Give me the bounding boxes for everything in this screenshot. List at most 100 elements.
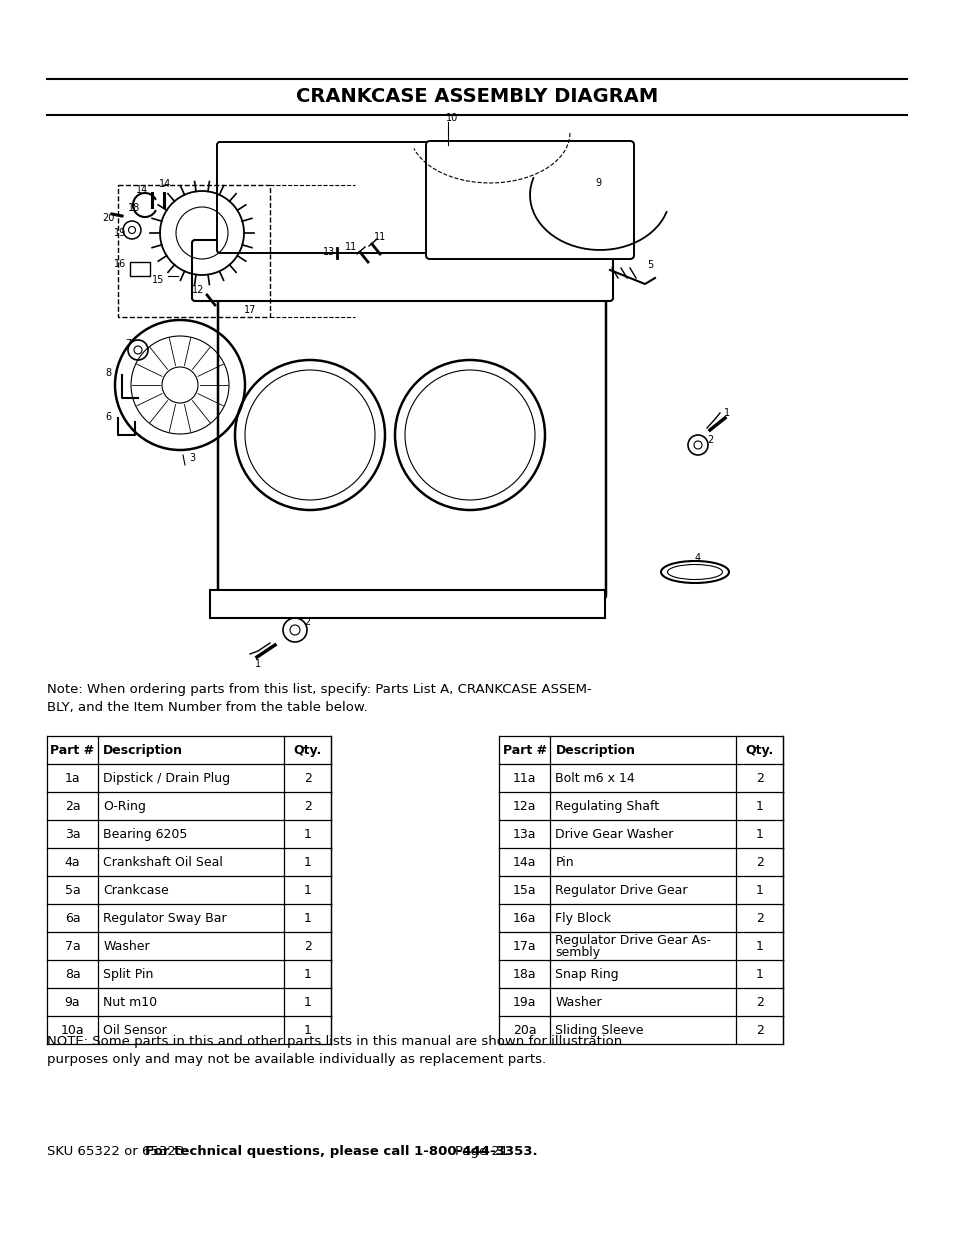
Text: Drive Gear Washer: Drive Gear Washer xyxy=(555,827,673,841)
Text: 1: 1 xyxy=(755,799,763,813)
Text: Crankshaft Oil Seal: Crankshaft Oil Seal xyxy=(103,856,223,868)
Text: 12: 12 xyxy=(192,285,204,295)
Text: 2: 2 xyxy=(303,799,312,813)
Bar xyxy=(130,262,150,275)
Text: For technical questions, please call 1-800-444-3353.: For technical questions, please call 1-8… xyxy=(145,1145,537,1157)
Text: 2a: 2a xyxy=(65,799,80,813)
Text: 9a: 9a xyxy=(65,995,80,1009)
Text: CRANKCASE ASSEMBLY DIAGRAM: CRANKCASE ASSEMBLY DIAGRAM xyxy=(295,88,658,106)
Text: Dipstick / Drain Plug: Dipstick / Drain Plug xyxy=(103,772,230,784)
Text: 2: 2 xyxy=(755,1024,763,1037)
Text: Qty.: Qty. xyxy=(745,743,773,757)
Text: 4a: 4a xyxy=(65,856,80,868)
Text: Oil Sensor: Oil Sensor xyxy=(103,1024,167,1037)
Bar xyxy=(210,590,604,618)
Text: Note: When ordering parts from this list, specify: Parts List A, CRANKCASE ASSEM: Note: When ordering parts from this list… xyxy=(47,683,591,697)
Text: Pin: Pin xyxy=(555,856,574,868)
Text: 10: 10 xyxy=(445,112,457,124)
Text: 7: 7 xyxy=(125,338,131,350)
Text: 1: 1 xyxy=(755,968,763,981)
Text: 1: 1 xyxy=(723,408,729,417)
Text: 18: 18 xyxy=(128,203,140,212)
Text: Bolt m6 x 14: Bolt m6 x 14 xyxy=(555,772,635,784)
FancyBboxPatch shape xyxy=(192,240,613,301)
Text: 2: 2 xyxy=(304,618,310,627)
Text: 1: 1 xyxy=(303,1024,312,1037)
Text: Crankcase: Crankcase xyxy=(103,884,169,897)
Text: 14a: 14a xyxy=(513,856,536,868)
Text: 15: 15 xyxy=(152,275,164,285)
FancyBboxPatch shape xyxy=(216,142,462,253)
Text: 1: 1 xyxy=(303,856,312,868)
Text: 16a: 16a xyxy=(513,911,536,925)
Text: 4: 4 xyxy=(694,553,700,563)
Text: Bearing 6205: Bearing 6205 xyxy=(103,827,188,841)
Text: NOTE: Some parts in this and other parts lists in this manual are shown for illu: NOTE: Some parts in this and other parts… xyxy=(47,1035,621,1049)
Text: 1: 1 xyxy=(303,911,312,925)
Text: Page 21: Page 21 xyxy=(438,1145,508,1157)
Text: Regulator Sway Bar: Regulator Sway Bar xyxy=(103,911,227,925)
Bar xyxy=(118,185,270,317)
Text: Washer: Washer xyxy=(103,940,150,953)
Text: 2: 2 xyxy=(303,940,312,953)
Text: 1: 1 xyxy=(755,884,763,897)
Text: 20: 20 xyxy=(102,212,114,224)
Text: 6a: 6a xyxy=(65,911,80,925)
Text: 15a: 15a xyxy=(513,884,536,897)
Text: 3a: 3a xyxy=(65,827,80,841)
Text: Regulating Shaft: Regulating Shaft xyxy=(555,799,659,813)
Text: 10a: 10a xyxy=(61,1024,84,1037)
Text: Qty.: Qty. xyxy=(294,743,321,757)
Text: Regulator Drive Gear: Regulator Drive Gear xyxy=(555,884,687,897)
Text: 8: 8 xyxy=(105,368,111,378)
Text: 17: 17 xyxy=(244,305,256,315)
Text: 17a: 17a xyxy=(513,940,536,953)
Text: 2: 2 xyxy=(755,772,763,784)
Text: 19: 19 xyxy=(113,228,126,238)
Text: SKU 65322 or 65323: SKU 65322 or 65323 xyxy=(47,1145,188,1157)
Text: 11: 11 xyxy=(345,242,356,252)
Text: 13: 13 xyxy=(322,247,335,257)
Text: 1: 1 xyxy=(303,884,312,897)
Text: Regulator Drive Gear As-: Regulator Drive Gear As- xyxy=(555,934,711,947)
Text: 11: 11 xyxy=(374,232,386,242)
Text: 2: 2 xyxy=(755,911,763,925)
Text: 20a: 20a xyxy=(513,1024,536,1037)
Text: 1: 1 xyxy=(254,659,261,669)
Text: Sliding Sleeve: Sliding Sleeve xyxy=(555,1024,643,1037)
Text: 1: 1 xyxy=(303,968,312,981)
Text: Snap Ring: Snap Ring xyxy=(555,968,618,981)
Text: Fly Block: Fly Block xyxy=(555,911,611,925)
Text: 11a: 11a xyxy=(513,772,536,784)
Text: 1: 1 xyxy=(303,827,312,841)
Text: 8a: 8a xyxy=(65,968,80,981)
Text: 2: 2 xyxy=(755,995,763,1009)
Text: 9: 9 xyxy=(595,178,600,188)
Text: 1a: 1a xyxy=(65,772,80,784)
Text: Washer: Washer xyxy=(555,995,601,1009)
Text: 5: 5 xyxy=(646,261,653,270)
FancyBboxPatch shape xyxy=(426,141,634,259)
Text: BLY, and the Item Number from the table below.: BLY, and the Item Number from the table … xyxy=(47,701,367,715)
Text: 1: 1 xyxy=(755,827,763,841)
Text: purposes only and may not be available individually as replacement parts.: purposes only and may not be available i… xyxy=(47,1053,545,1067)
Text: Split Pin: Split Pin xyxy=(103,968,153,981)
Text: 6: 6 xyxy=(105,412,111,422)
Text: 19a: 19a xyxy=(513,995,536,1009)
Text: 2: 2 xyxy=(303,772,312,784)
Text: 1: 1 xyxy=(755,940,763,953)
Text: 13a: 13a xyxy=(513,827,536,841)
Text: 2: 2 xyxy=(755,856,763,868)
FancyBboxPatch shape xyxy=(218,287,605,599)
Text: 2: 2 xyxy=(706,435,713,445)
Text: 18a: 18a xyxy=(513,968,536,981)
Text: O-Ring: O-Ring xyxy=(103,799,146,813)
Text: Description: Description xyxy=(555,743,635,757)
Text: Part #: Part # xyxy=(502,743,546,757)
Text: Description: Description xyxy=(103,743,183,757)
Text: 1: 1 xyxy=(303,995,312,1009)
Text: 14: 14 xyxy=(135,185,148,195)
Text: Nut m10: Nut m10 xyxy=(103,995,157,1009)
Text: 3: 3 xyxy=(189,453,194,463)
Text: Part #: Part # xyxy=(51,743,94,757)
